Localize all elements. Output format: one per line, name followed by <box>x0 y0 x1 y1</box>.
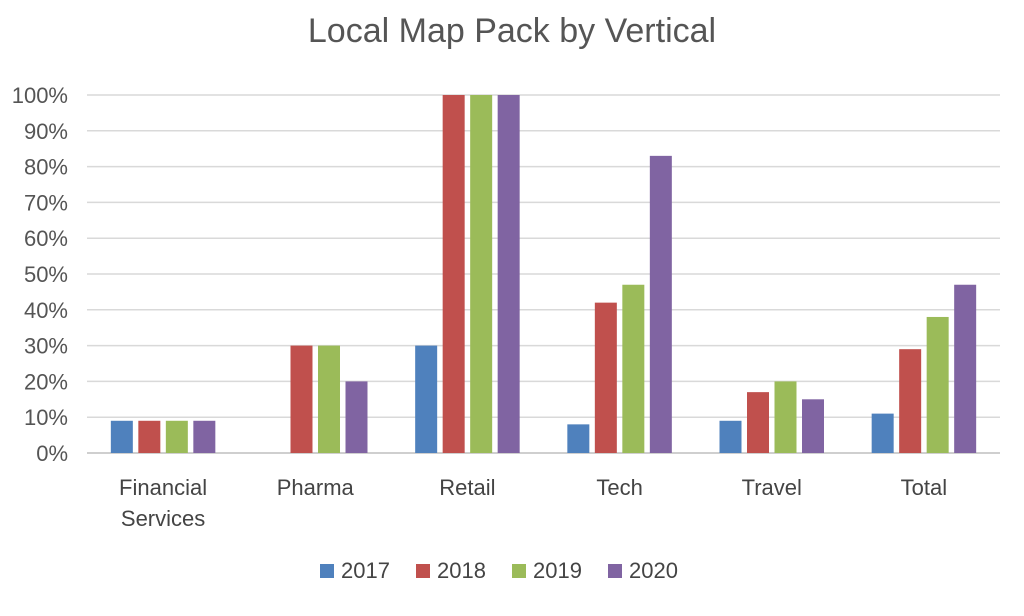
bar-2020-travel <box>802 399 824 453</box>
x-tick-label: Tech <box>596 475 642 500</box>
y-tick-label: 90% <box>24 119 68 144</box>
bar-2019-pharma <box>318 345 340 453</box>
y-tick-label: 70% <box>24 190 68 215</box>
bar-2017-total <box>871 413 894 453</box>
bar-2019-total <box>926 316 949 453</box>
bar-2020-retail <box>497 95 520 453</box>
bar-2017-travel <box>719 420 742 453</box>
bar-2018-tech <box>594 302 617 453</box>
legend-swatch-2020 <box>608 564 622 578</box>
bar-2017-retail <box>415 345 438 453</box>
y-tick-label: 20% <box>24 369 68 394</box>
y-tick-label: 100% <box>12 83 68 108</box>
bar-2020-pharma <box>345 381 368 453</box>
y-tick-label: 10% <box>24 405 68 430</box>
bar-2020-total <box>954 284 977 453</box>
bar-2017-financial-services <box>110 420 133 453</box>
bar-2019-financial-services <box>165 420 188 453</box>
y-tick-label: 50% <box>24 262 68 287</box>
y-tick-label: 30% <box>24 334 68 359</box>
bar-2018-travel <box>747 392 769 453</box>
x-tick-label: Pharma <box>277 475 355 500</box>
legend-label-2017: 2017 <box>341 558 390 583</box>
y-tick-label: 40% <box>24 298 68 323</box>
bar-2017-tech <box>567 424 590 453</box>
y-tick-label: 0% <box>36 441 68 466</box>
x-tick-label: Total <box>901 475 947 500</box>
legend-swatch-2018 <box>416 564 430 578</box>
bar-2018-total <box>899 349 922 453</box>
legend-swatch-2019 <box>512 564 526 578</box>
chart-title: Local Map Pack by Vertical <box>307 12 717 50</box>
x-tick-label: Retail <box>439 475 495 500</box>
bar-2020-financial-services <box>193 420 216 453</box>
bar-2018-financial-services <box>138 420 161 453</box>
bar-2019-retail <box>470 95 493 453</box>
y-tick-label: 80% <box>24 155 68 180</box>
bar-2018-pharma <box>290 345 313 453</box>
x-tick-label: Financial Services <box>119 475 207 531</box>
x-tick-label: Travel <box>742 475 802 500</box>
bar-2019-tech <box>622 284 645 453</box>
legend-label-2020: 2020 <box>629 558 678 583</box>
y-tick-label: 60% <box>24 226 68 251</box>
bar-2019-travel <box>774 381 797 453</box>
bar-2018-retail <box>442 95 465 453</box>
legend-swatch-2017 <box>320 564 334 578</box>
legend-label-2018: 2018 <box>437 558 486 583</box>
legend-label-2019: 2019 <box>533 558 582 583</box>
bar-2020-tech <box>649 155 672 454</box>
